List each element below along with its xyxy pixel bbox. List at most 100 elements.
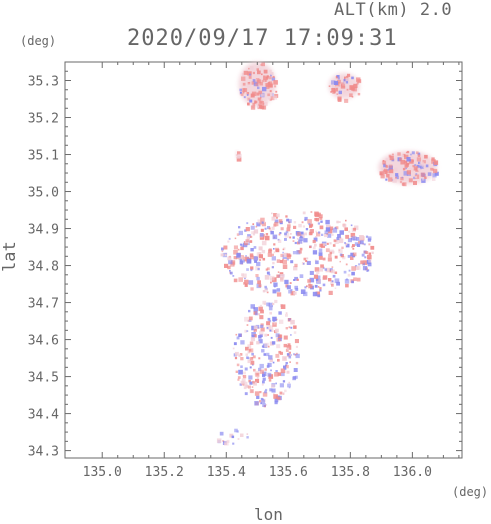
echo-cell (253, 368, 256, 372)
echo-cell (312, 250, 318, 255)
echo-cell (269, 98, 272, 101)
echo-cell (237, 378, 240, 381)
echo-cell (331, 284, 334, 287)
echo-cell (314, 284, 318, 288)
echo-cell (246, 222, 249, 225)
echo-cell (298, 223, 302, 228)
echo-cell (244, 277, 246, 280)
echo-cell (279, 232, 282, 235)
echo-cell (286, 285, 291, 290)
echo-cell (329, 242, 332, 245)
echo-cell (268, 379, 272, 382)
echo-cell (430, 167, 433, 171)
echo-cell (239, 354, 241, 357)
echo-cell (251, 335, 255, 339)
echo-cell (351, 76, 354, 80)
echo-cell (249, 381, 253, 385)
echo-cell (294, 285, 298, 290)
echo-cell (267, 372, 272, 377)
echo-northeast-blob (328, 73, 362, 103)
echo-cell (288, 381, 290, 384)
echo-cell (304, 218, 307, 221)
echo-cell (258, 339, 263, 344)
echo-cell (348, 88, 352, 92)
echo-cell (339, 253, 343, 256)
echo-cell (295, 361, 299, 365)
echo-cell (287, 343, 291, 347)
echo-cell (264, 333, 268, 337)
echo-cell (334, 255, 338, 259)
echo-cell (315, 278, 319, 281)
echo-cell (268, 76, 272, 80)
echo-cell (278, 339, 281, 342)
echo-cell (246, 330, 249, 332)
echo-cell (317, 279, 321, 283)
echo-cell (238, 230, 243, 236)
echo-cell (423, 166, 425, 169)
echo-cell (334, 287, 337, 289)
echo-cell (263, 101, 268, 106)
echo-cell (386, 174, 390, 178)
echo-cell (328, 85, 331, 87)
echo-cell (259, 101, 264, 106)
echo-cell (279, 391, 283, 395)
echo-cell (241, 259, 245, 263)
echo-cell (410, 153, 412, 156)
echo-cell (262, 86, 267, 92)
echo-cell (260, 324, 264, 328)
echo-cell (245, 283, 248, 286)
echo-cell (248, 67, 250, 70)
echo-cell (233, 250, 238, 255)
echo-cell (280, 278, 284, 282)
echo-cell (317, 212, 321, 216)
echo-cell (234, 428, 238, 433)
echo-cell (230, 260, 236, 265)
echo-cell (236, 336, 240, 340)
echo-cell (382, 160, 387, 165)
echo-cell (239, 383, 242, 386)
echo-cell (275, 90, 278, 93)
echo-cell (256, 92, 260, 96)
echo-cell (252, 71, 255, 75)
echo-cell (403, 171, 408, 176)
echo-cell (293, 353, 295, 356)
echo-cell (279, 319, 284, 324)
echo-cell (290, 260, 294, 264)
echo-cell (228, 237, 231, 240)
x-tick-label: 135.4 (207, 465, 246, 480)
echo-cell (254, 100, 257, 103)
echo-cell (276, 344, 281, 349)
echo-cell (240, 93, 244, 97)
echo-cell (257, 86, 260, 90)
echo-cell (416, 151, 419, 154)
echo-cell (365, 251, 369, 254)
echo-cell (388, 164, 393, 169)
echo-cell (285, 313, 288, 317)
echo-cell (343, 81, 347, 84)
echo-cell (273, 393, 275, 395)
echo-cell (344, 227, 348, 231)
echo-south-tail (216, 428, 249, 446)
echo-cell (237, 376, 241, 379)
echo-cell (319, 267, 323, 272)
echo-cell (249, 80, 254, 85)
echo-cell (304, 216, 308, 221)
echo-cell (402, 182, 407, 187)
echo-cell (244, 316, 249, 322)
echo-cell (270, 230, 274, 235)
echo-cell (286, 347, 290, 350)
echo-cell (240, 380, 245, 385)
echo-cell (290, 319, 295, 325)
echo-cell (269, 341, 274, 346)
echo-cell (262, 380, 265, 384)
echo-cell (419, 161, 424, 167)
echo-cell (276, 292, 282, 297)
echo-cell (285, 230, 289, 234)
echo-cell (242, 375, 247, 379)
echo-cell (411, 151, 415, 155)
echo-cell (325, 267, 330, 273)
echo-cell (356, 77, 361, 82)
echo-cell (284, 238, 287, 241)
echo-cell (273, 243, 276, 246)
echo-cell (240, 365, 243, 368)
